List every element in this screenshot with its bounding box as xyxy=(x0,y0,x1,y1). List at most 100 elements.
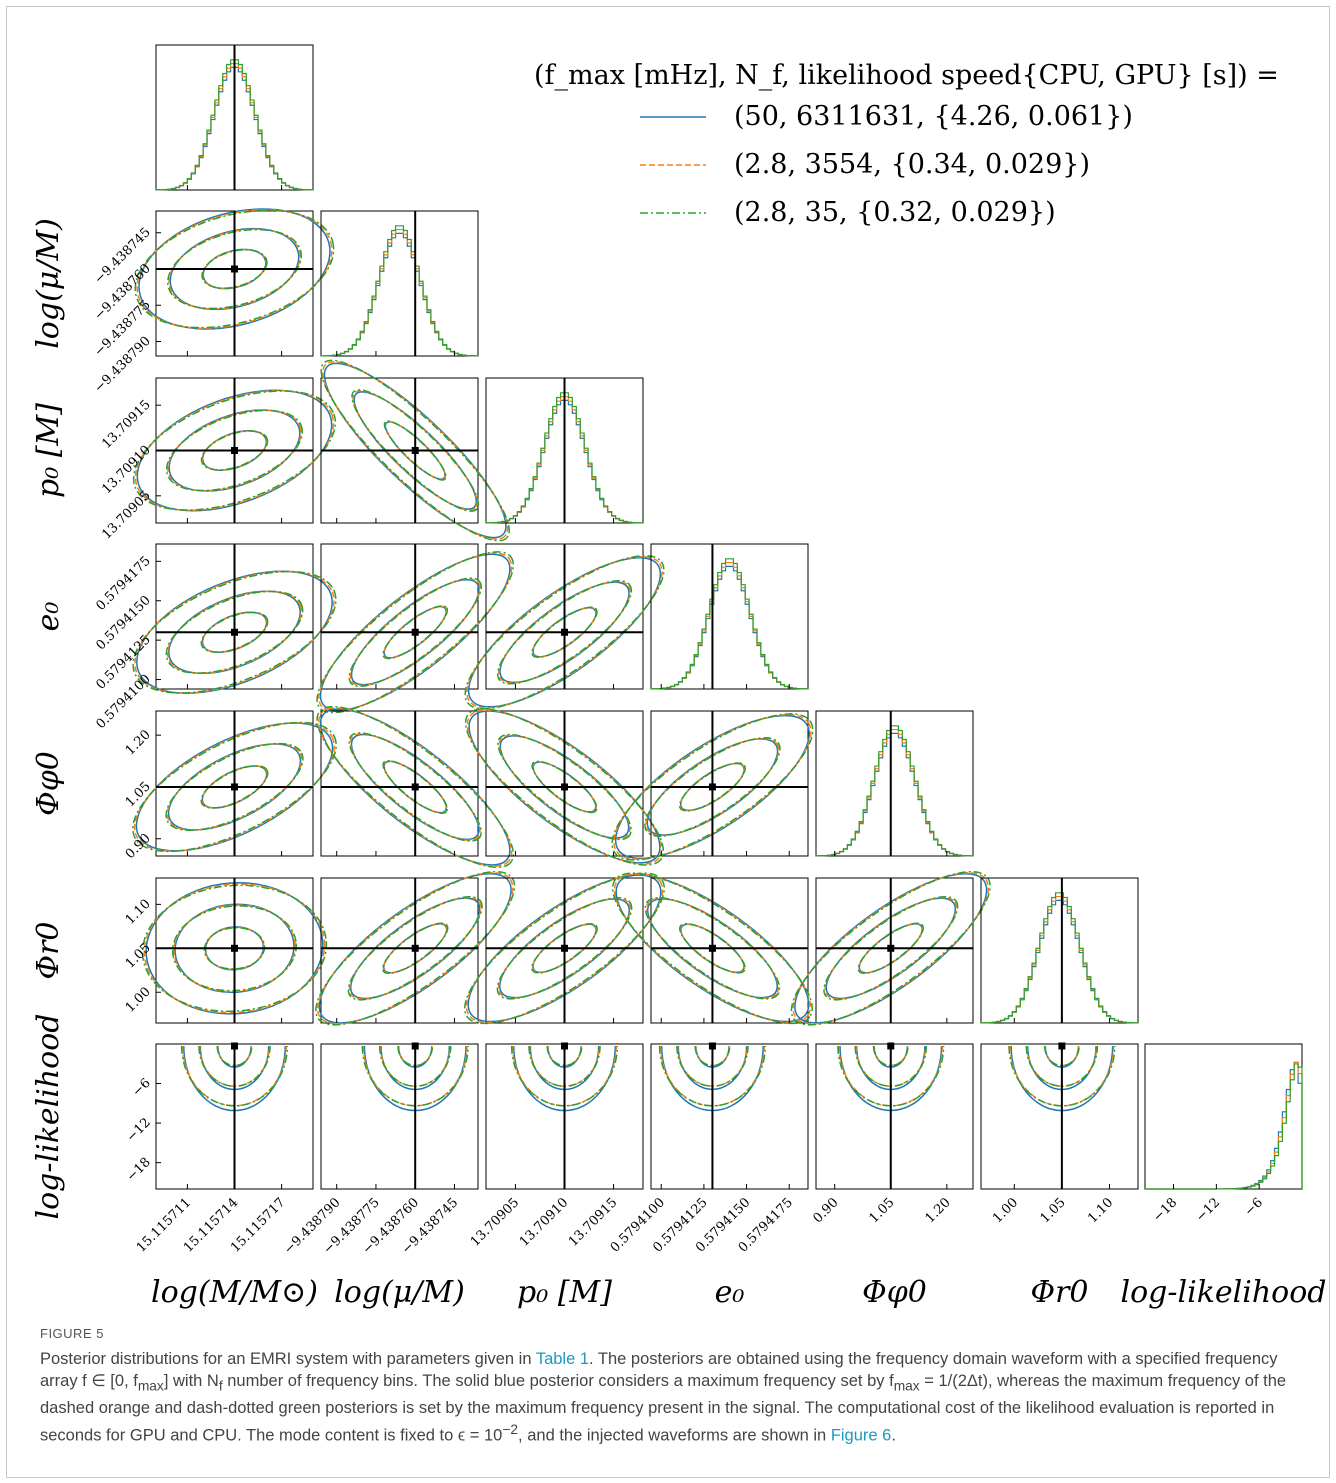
contour-1-2 xyxy=(134,570,335,694)
truth-marker xyxy=(411,944,419,952)
contour-1-2 xyxy=(362,1045,468,1107)
panel-frame xyxy=(980,1043,1139,1190)
histogram-2 xyxy=(1145,1063,1303,1190)
y-tick-label: −18 xyxy=(124,1155,154,1185)
histogram-1 xyxy=(980,895,1139,1024)
x-axis-label-5: Φr0 xyxy=(1030,1275,1088,1310)
contour-2-1 xyxy=(167,228,302,310)
truth-marker xyxy=(231,628,238,636)
y-tick-label: 1.00 xyxy=(123,984,154,1015)
panel-4-2 xyxy=(464,708,665,866)
y-axis-label-1: log(μ/M) xyxy=(31,218,66,349)
contour-0-1 xyxy=(353,391,477,510)
contour-2-0 xyxy=(531,606,598,659)
panel-4-0 xyxy=(132,710,337,857)
panel-frame xyxy=(650,1043,809,1190)
y-tick-label: 13.70915 xyxy=(99,397,153,451)
figure-6-link[interactable]: Figure 6 xyxy=(830,1426,892,1445)
contour-1-1 xyxy=(498,734,631,840)
contour-2-1 xyxy=(496,579,633,685)
panel-6-1 xyxy=(320,1042,479,1190)
corner-plot: 15.11571115.11571415.115717log(M/M⊙)−9.4… xyxy=(31,44,1326,1310)
histogram-1 xyxy=(815,728,974,857)
table-1-link[interactable]: Table 1 xyxy=(535,1350,590,1368)
panel-3-3 xyxy=(650,543,809,690)
panel-frame xyxy=(650,543,809,690)
contour-1-2 xyxy=(613,713,812,860)
y-axis-label-5: Φr0 xyxy=(31,921,66,979)
x-axis-label-2: p₀ [M] xyxy=(517,1275,612,1310)
y-axis-label-6: log-likelihood xyxy=(31,1014,66,1220)
x-axis-label-0: log(M/M⊙) xyxy=(151,1275,318,1310)
histogram-1 xyxy=(320,228,479,357)
x-tick-label: −12 xyxy=(1193,1195,1223,1225)
contour-2-2 xyxy=(132,721,337,853)
truth-marker xyxy=(561,1042,568,1050)
legend-label-0: (50, 6311631, {4.26, 0.061}) xyxy=(734,101,1133,132)
y-axis-label-3: e₀ xyxy=(31,602,66,632)
contour-2-1 xyxy=(347,896,483,1001)
histogram-0 xyxy=(980,899,1139,1024)
contour-2-0 xyxy=(203,926,266,970)
panel-4-1 xyxy=(316,705,515,869)
figure-frame xyxy=(6,6,1330,1478)
contour-2-0 xyxy=(383,420,447,481)
contour-2-2 xyxy=(361,1045,469,1107)
x-tick-label: 1.00 xyxy=(990,1195,1021,1226)
contour-2-1 xyxy=(348,732,482,842)
truth-marker xyxy=(887,944,895,952)
x-axis-label-3: e₀ xyxy=(715,1275,745,1310)
contour-0-1 xyxy=(174,903,295,994)
legend-header: (f_max [mHz], N_f, likelihood speed{CPU,… xyxy=(534,60,1279,91)
panel-6-4 xyxy=(815,1042,974,1190)
contour-0-2 xyxy=(136,389,333,512)
y-tick-label: 1.20 xyxy=(123,727,154,758)
x-tick-label: 1.05 xyxy=(867,1195,898,1226)
y-tick-label: 13.70910 xyxy=(99,443,153,497)
contour-0-2 xyxy=(467,556,662,708)
panel-2-1 xyxy=(320,359,510,542)
y-axis-label-4: Φφ0 xyxy=(31,751,66,816)
truth-marker xyxy=(411,783,419,791)
x-axis-label-1: log(μ/M) xyxy=(334,1275,465,1310)
panel-frame xyxy=(320,1043,479,1190)
panel-frame xyxy=(815,710,974,857)
contour-2-2 xyxy=(316,551,515,714)
histogram-0 xyxy=(1145,1061,1303,1190)
panel-0-0 xyxy=(155,44,314,191)
truth-marker xyxy=(887,1042,895,1050)
contour-0-2 xyxy=(794,873,988,1024)
truth-marker xyxy=(231,1042,238,1050)
contour-0-2 xyxy=(138,208,331,330)
histogram-1 xyxy=(650,561,809,690)
y-tick-label: −12 xyxy=(124,1115,154,1145)
contour-0-2 xyxy=(136,570,333,694)
truth-marker xyxy=(708,1042,716,1050)
contour-2-1 xyxy=(348,577,482,688)
contour-1-2 xyxy=(613,873,812,1024)
contour-2-0 xyxy=(678,762,747,812)
contour-1-2 xyxy=(136,208,333,330)
x-tick-label: 1.20 xyxy=(923,1195,954,1226)
contour-1-2 xyxy=(1009,1045,1115,1107)
histogram-2 xyxy=(320,225,479,357)
contour-2-0 xyxy=(200,430,269,471)
contour-0-2 xyxy=(135,722,334,852)
x-tick-label: 1.10 xyxy=(1085,1195,1116,1226)
panel-frame xyxy=(815,877,974,1024)
contour-1-2 xyxy=(511,1045,618,1107)
panel-frame xyxy=(650,877,809,1024)
contour-2-0 xyxy=(857,922,925,975)
truth-marker xyxy=(561,628,568,636)
x-tick-label: 13.70905 xyxy=(468,1195,522,1249)
legend: (f_max [mHz], N_f, likelihood speed{CPU,… xyxy=(534,60,1279,228)
contour-1-2 xyxy=(134,389,335,512)
contour-2-0 xyxy=(200,765,269,809)
histogram-2 xyxy=(980,892,1139,1024)
histogram-0 xyxy=(650,565,809,690)
contour-2-2 xyxy=(658,1045,767,1107)
contour-0-2 xyxy=(467,874,662,1023)
contour-2-1 xyxy=(171,905,298,992)
panel-1-1 xyxy=(320,210,479,357)
contour-2-2 xyxy=(141,884,328,1013)
